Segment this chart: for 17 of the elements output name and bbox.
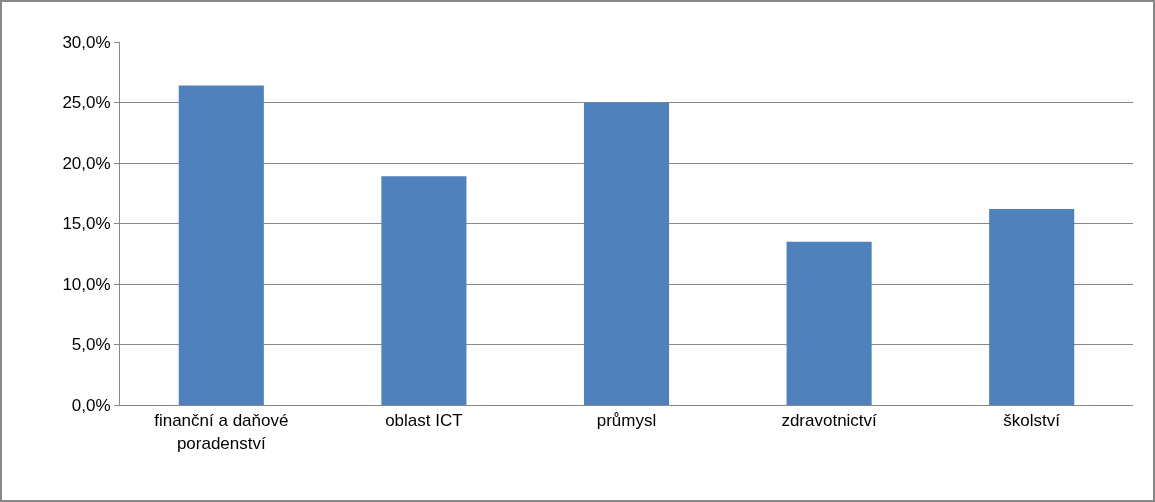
bar: [381, 176, 467, 405]
x-tick-label: oblast ICT: [385, 411, 463, 431]
x-tick-label: finanční a daňové poradenství: [154, 411, 289, 453]
y-tick-label: 10,0%: [62, 274, 111, 294]
bar: [786, 241, 872, 405]
y-tick-label: 30,0%: [62, 32, 111, 52]
bar: [583, 102, 670, 405]
y-tick-label: 20,0%: [62, 153, 111, 173]
y-tick-label: 0,0%: [71, 395, 111, 415]
x-tick-label: průmysl: [596, 411, 657, 431]
y-tick-label: 25,0%: [62, 93, 111, 113]
bar: [989, 208, 1075, 405]
y-tick-label: 5,0%: [71, 335, 111, 355]
y-tick-label: 15,0%: [62, 214, 111, 234]
x-tick-label: školství: [1003, 411, 1061, 431]
x-tick-label: zdravotnictví: [781, 411, 878, 431]
bar: [178, 85, 264, 405]
